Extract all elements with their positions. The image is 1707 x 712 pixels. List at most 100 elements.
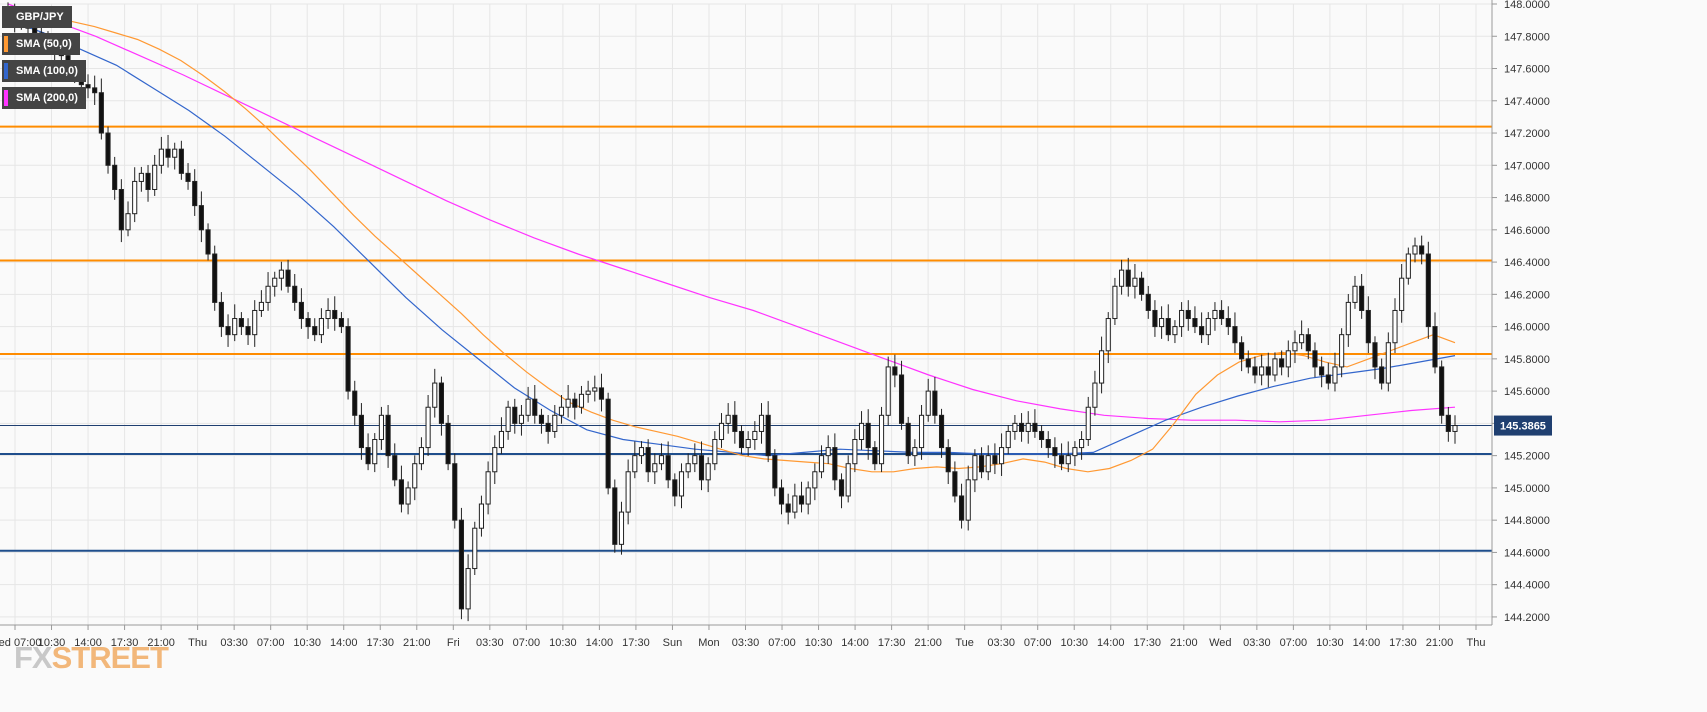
- candle-body: [672, 479, 678, 497]
- candle-body: [692, 455, 698, 465]
- candle-body: [1365, 309, 1371, 344]
- candle-body: [912, 447, 918, 457]
- candle-body: [305, 318, 311, 328]
- candle-body: [1372, 342, 1378, 368]
- candle-body: [538, 414, 545, 424]
- legend-sma200: SMA (200,0): [2, 87, 86, 109]
- candle-body: [1152, 309, 1158, 328]
- candle-body: [1425, 253, 1431, 328]
- candle-body: [1205, 318, 1211, 336]
- candle-body: [765, 414, 771, 457]
- candle-body: [1245, 358, 1251, 368]
- watermark-street: STREET: [51, 640, 169, 675]
- candle-body: [885, 366, 891, 416]
- candle-body: [1399, 277, 1405, 311]
- candle-body: [625, 471, 631, 513]
- candle-body: [192, 180, 198, 207]
- candle-body: [745, 439, 751, 449]
- x-tick-label: 14:00: [1097, 637, 1125, 649]
- candle-body: [925, 390, 931, 416]
- candle-body: [605, 398, 611, 489]
- x-tick-label: 14:00: [841, 637, 869, 649]
- y-tick-label: 144.6000: [1504, 547, 1550, 559]
- candle-body: [558, 406, 565, 416]
- candle-body: [325, 309, 331, 320]
- candle-body: [998, 447, 1005, 465]
- candle-body: [1032, 422, 1038, 432]
- x-tick-label: Mon: [698, 637, 719, 649]
- candle-body: [1312, 350, 1318, 368]
- x-tick-label: Tue: [955, 637, 974, 649]
- candle-body: [972, 455, 978, 481]
- candle-body: [525, 398, 531, 416]
- candle-body: [1079, 439, 1085, 449]
- candle-body: [1352, 285, 1358, 303]
- candle-body: [345, 326, 351, 392]
- y-tick-label: 146.6000: [1504, 225, 1550, 237]
- x-tick-label: 17:30: [622, 637, 650, 649]
- candle-body: [385, 414, 391, 457]
- candle-body: [652, 463, 658, 473]
- y-tick-label: 147.8000: [1504, 31, 1550, 43]
- candle-body: [1052, 447, 1058, 457]
- candle-body: [878, 414, 885, 465]
- x-tick-label: 17:30: [1134, 637, 1162, 649]
- candle-body: [1265, 366, 1271, 376]
- x-tick-label: Thu: [1467, 637, 1486, 649]
- candle-body: [478, 503, 485, 529]
- x-tick-label: 10:30: [805, 637, 833, 649]
- candle-body: [758, 414, 765, 432]
- candle-body: [1018, 422, 1025, 432]
- candle-body: [1292, 342, 1298, 352]
- candle-body: [898, 374, 905, 424]
- x-tick-label: Wed: [1209, 637, 1231, 649]
- y-tick-label: 144.4000: [1504, 580, 1550, 592]
- candle-body: [772, 455, 778, 489]
- x-tick-label: 03:30: [1243, 637, 1271, 649]
- candle-body: [1185, 309, 1191, 320]
- candle-body: [1252, 366, 1258, 376]
- candle-body: [458, 519, 465, 610]
- y-tick-label: 146.4000: [1504, 257, 1550, 269]
- x-tick-label: 21:00: [1170, 637, 1198, 649]
- candle-body: [638, 447, 645, 457]
- candle-body: [438, 382, 445, 424]
- candle-body: [705, 463, 711, 481]
- candle-body: [945, 447, 951, 473]
- candle-body: [938, 414, 945, 449]
- x-tick-label: 14:00: [1353, 637, 1381, 649]
- candle-body: [505, 406, 511, 432]
- candle-body: [932, 390, 938, 416]
- candle-body: [358, 414, 364, 449]
- candle-body: [432, 382, 438, 408]
- candle-body: [712, 439, 718, 465]
- candle-body: [258, 301, 264, 311]
- candle-body: [1339, 334, 1345, 368]
- candle-body: [592, 387, 598, 392]
- candle-body: [725, 414, 731, 424]
- candle-body: [245, 326, 251, 336]
- candle-body: [1199, 326, 1205, 336]
- candle-body: [985, 455, 991, 473]
- candle-body: [1045, 439, 1051, 449]
- legend-swatch-symbol: [4, 9, 8, 25]
- candle-body: [825, 447, 831, 457]
- candle-body: [1212, 309, 1218, 320]
- candle-body: [778, 487, 785, 505]
- candle-body: [1345, 301, 1351, 336]
- candle-body: [872, 447, 878, 465]
- candle-body: [632, 455, 638, 473]
- candle-body: [545, 422, 551, 432]
- candle-body: [205, 229, 211, 255]
- candle-body: [1085, 406, 1091, 441]
- x-tick-label: 07:00: [513, 637, 541, 649]
- legend-symbol-label: GBP/JPY: [16, 11, 64, 23]
- candle-body: [452, 463, 458, 521]
- candle-body: [645, 447, 651, 473]
- candle-body: [1219, 309, 1225, 320]
- candle-body: [532, 398, 538, 416]
- chart-grid: [0, 3, 1492, 625]
- y-tick-label: 145.6000: [1504, 386, 1550, 398]
- y-tick-label: 145.0000: [1504, 483, 1550, 495]
